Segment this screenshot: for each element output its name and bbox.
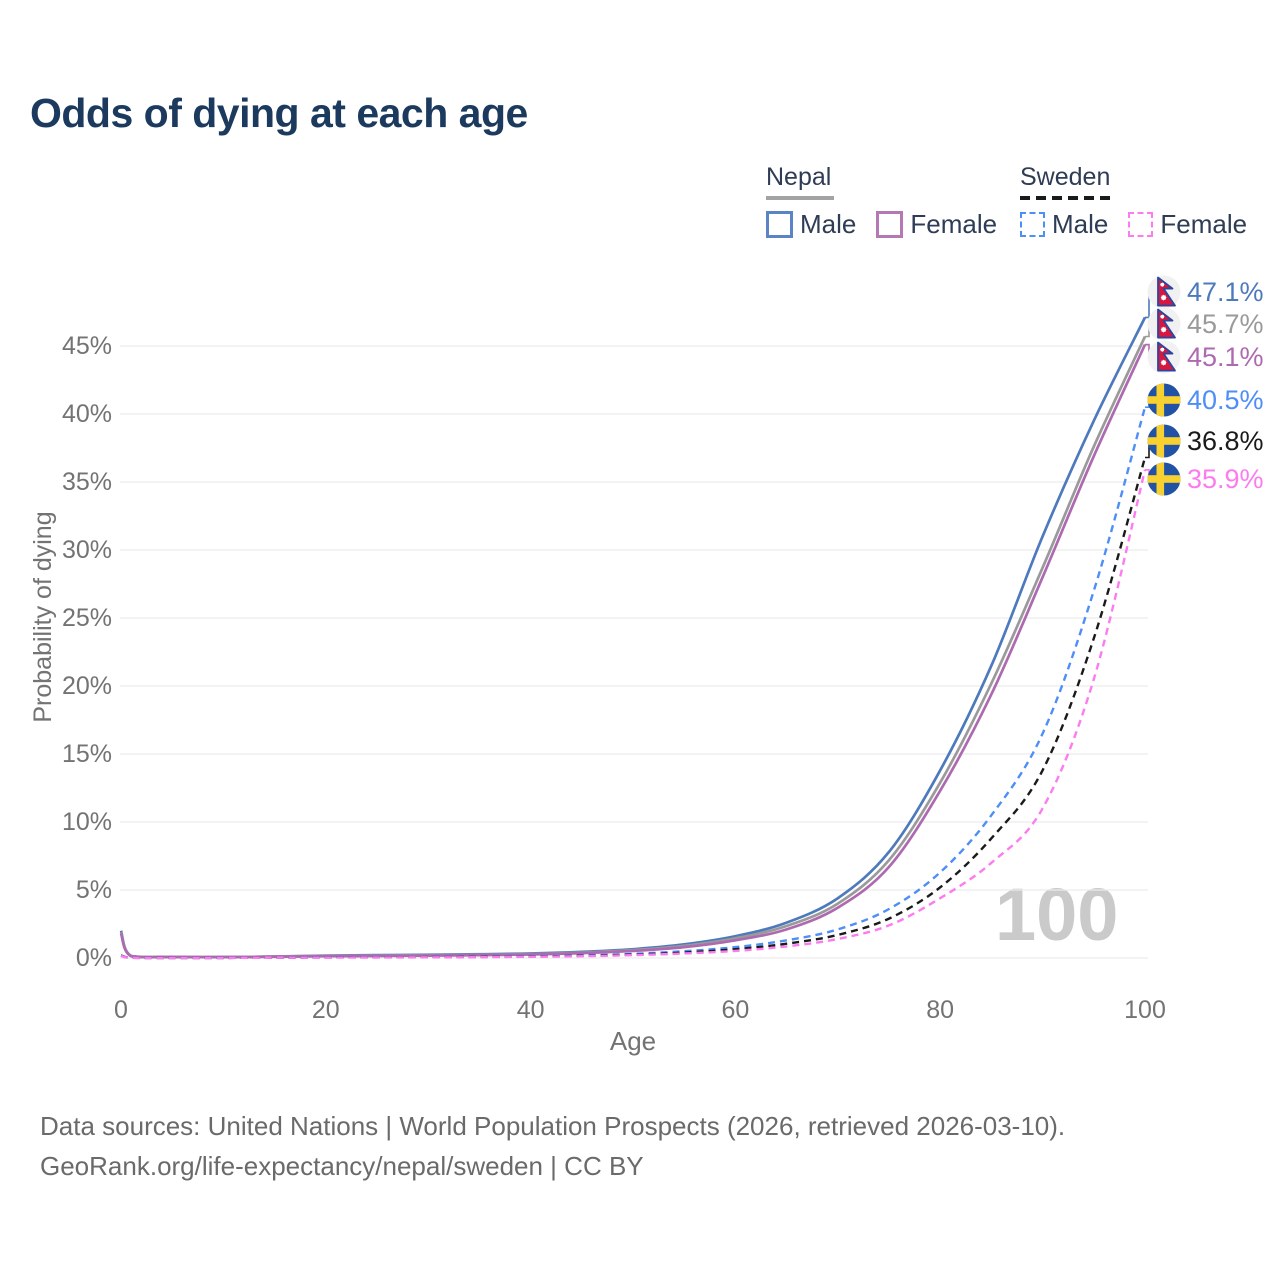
end-value-label: 36.8%	[1147, 424, 1264, 458]
sweden-flag-icon	[1147, 424, 1181, 458]
end-value-text: 35.9%	[1187, 464, 1264, 494]
sweden-flag-icon	[1147, 462, 1181, 496]
x-tick-label: 20	[311, 996, 340, 1024]
nepal-flag-icon	[1147, 340, 1181, 374]
legend-label-sweden-female: Female	[1160, 209, 1248, 239]
sweden-female-swatch-icon	[1128, 212, 1154, 237]
legend-group-sweden: Sweden Male Female	[1020, 163, 1247, 240]
end-value-text: 45.7%	[1187, 309, 1264, 339]
legend-country-sweden: Sweden	[1020, 163, 1111, 191]
end-value-label: 47.1%	[1147, 275, 1264, 309]
y-tick-label: 10%	[61, 808, 112, 836]
y-tick-label: 15%	[61, 740, 112, 768]
legend-label-nepal-male: Male	[800, 209, 857, 239]
end-value-text: 36.8%	[1187, 426, 1264, 456]
legend-country-nepal: Nepal	[766, 163, 832, 191]
nepal-line-style-swatch	[766, 196, 834, 200]
footer: Data sources: United Nations | World Pop…	[40, 1106, 1065, 1186]
x-tick-label: 0	[114, 996, 128, 1024]
y-tick-label: 5%	[75, 876, 112, 904]
y-tick-label: 25%	[61, 604, 112, 632]
y-tick-label: 45%	[61, 332, 112, 360]
data-source-line: Data sources: United Nations | World Pop…	[40, 1111, 1066, 1141]
end-value-text: 40.5%	[1187, 385, 1264, 415]
x-tick-label: 100	[1124, 996, 1166, 1024]
x-axis-title: Age	[609, 1026, 657, 1056]
nepal-flag-icon	[1147, 307, 1181, 341]
legend-label-nepal-female: Female	[910, 209, 998, 239]
end-value-text: 45.1%	[1187, 342, 1264, 372]
end-value-label: 40.5%	[1147, 383, 1264, 417]
y-tick-label: 30%	[61, 536, 112, 564]
legend-group-nepal: Nepal Male Female	[766, 163, 997, 240]
y-tick-label: 0%	[75, 944, 112, 972]
x-tick-label: 80	[926, 996, 955, 1024]
x-tick-label: 60	[721, 996, 750, 1024]
y-tick-label: 40%	[61, 400, 112, 428]
plot-hover-area[interactable]	[121, 280, 1145, 958]
sweden-flag-icon	[1147, 383, 1181, 417]
attribution-line: GeoRank.org/life-expectancy/nepal/sweden…	[40, 1151, 644, 1181]
end-value-text: 47.1%	[1187, 277, 1264, 307]
legend-label-sweden-male: Male	[1052, 209, 1109, 239]
sweden-male-swatch-icon	[1020, 212, 1045, 237]
x-tick-label: 40	[516, 996, 545, 1024]
sweden-line-style-swatch	[1020, 196, 1112, 200]
end-value-label: 45.7%	[1147, 307, 1264, 341]
end-value-label: 45.1%	[1147, 340, 1264, 374]
nepal-flag-icon	[1147, 275, 1181, 309]
nepal-male-swatch-icon	[766, 211, 793, 238]
nepal-female-swatch-icon	[876, 211, 904, 238]
y-tick-label: 35%	[61, 468, 112, 496]
page-title: Odds of dying at each age	[30, 90, 528, 136]
end-value-label: 35.9%	[1147, 462, 1264, 496]
y-tick-label: 20%	[61, 672, 112, 700]
